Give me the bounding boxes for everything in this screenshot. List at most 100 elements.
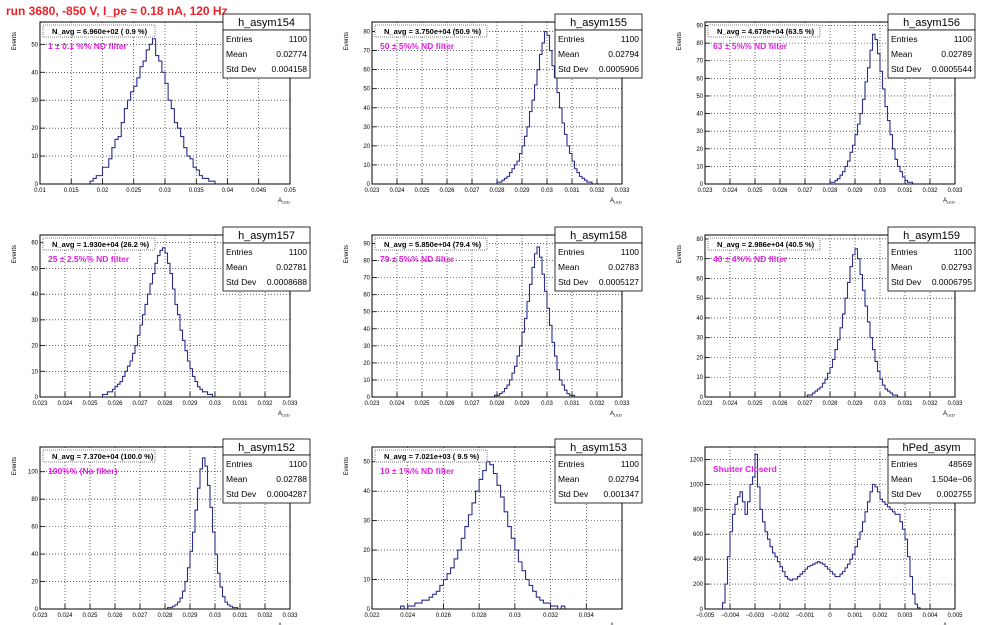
x-tick-label: 0.03 — [209, 401, 221, 407]
stats-label: Mean — [558, 49, 580, 59]
filter-annotation: 50 ± 5%% ND filter — [380, 41, 455, 51]
filter-annotation: 25 ± 2.5%% ND filter — [48, 254, 130, 264]
x-tick-label: 0.027 — [464, 188, 480, 194]
stats-value: 0.001347 — [604, 489, 640, 499]
x-tick-label: 0.03 — [541, 188, 553, 194]
stats-label: Entries — [226, 459, 252, 469]
y-tick-label: 90 — [696, 24, 703, 30]
plot-frame — [704, 234, 956, 398]
x-tick-label: 0.034 — [579, 613, 595, 619]
x-tick-label: 0.024 — [722, 188, 738, 194]
x-tick-label: 0.004 — [922, 613, 938, 619]
y-tick-label: 0 — [35, 395, 39, 401]
y-tick-label: 50 — [31, 266, 38, 272]
navg-label: N_avg = 7.370e+04 (100.0 %) — [52, 452, 154, 461]
stats-label: Mean — [558, 474, 580, 484]
stats-label: Std Dev — [558, 64, 589, 74]
x-tick-label: −0.001 — [796, 613, 815, 619]
y-tick-label: 0 — [367, 395, 371, 401]
y-tick-label: 70 — [363, 49, 370, 55]
x-axis-label: ALED — [943, 411, 955, 418]
stats-label: Entries — [226, 247, 252, 257]
histogram-panel-hPed_asym: −0.005 −0.004 −0.003 −0.002 −0.001 0 0.001 0.00… — [690, 438, 976, 625]
x-tick-label: 0.032 — [257, 613, 273, 619]
x-tick-label: 0.033 — [947, 188, 963, 194]
y-tick-label: 70 — [696, 257, 703, 263]
navg-box — [42, 24, 156, 38]
x-tick-label: 0.024 — [57, 401, 73, 407]
x-tick-label: 0.025 — [82, 613, 98, 619]
x-tick-label: 0.03 — [541, 401, 553, 407]
x-tick-label: 0 — [828, 613, 832, 619]
stats-box — [554, 454, 643, 504]
x-tick-label: 0.03 — [509, 613, 521, 619]
y-axis-label: Events — [677, 245, 683, 263]
x-tick-label: 0.033 — [614, 401, 630, 407]
y-tick-label: 40 — [363, 489, 370, 495]
plot-frame — [39, 234, 291, 398]
stats-value: 0.002755 — [937, 489, 973, 499]
y-tick-label: 400 — [693, 557, 704, 563]
histogram-title: h_asym159 — [903, 230, 960, 242]
y-tick-label: 0 — [367, 607, 371, 613]
x-tick-label: 0.024 — [389, 401, 405, 407]
y-tick-label: 30 — [31, 318, 38, 324]
y-tick-label: 20 — [363, 361, 370, 367]
plot-frame — [39, 446, 291, 610]
stats-value: 0.0004287 — [267, 489, 307, 499]
x-tick-label: 0.029 — [182, 401, 198, 407]
stats-value: 0.004158 — [272, 64, 308, 74]
navg-box — [374, 237, 488, 251]
x-tick-label: 0.005 — [947, 613, 963, 619]
histogram-title: h_asym156 — [903, 17, 960, 29]
x-tick-label: 0.028 — [489, 188, 505, 194]
histogram-panel-h_asym152: 0.023 0.024 0.025 0.026 0.027 0.028 0.029 0.03 0… — [12, 438, 311, 625]
x-tick-label: 0.025 — [747, 401, 763, 407]
y-tick-label: 50 — [31, 42, 38, 48]
x-tick-label: 0.028 — [157, 401, 173, 407]
y-tick-label: 10 — [363, 378, 370, 384]
y-tick-label: 30 — [31, 98, 38, 104]
x-tick-label: 0.025 — [747, 188, 763, 194]
x-tick-label: 0.024 — [400, 613, 416, 619]
stats-label: Entries — [558, 34, 584, 44]
y-axis-label: Events — [344, 457, 350, 475]
x-tick-label: 0.001 — [847, 613, 863, 619]
navg-label: N_avg = 5.850e+04 (79.4 %) — [384, 240, 482, 249]
stats-value: 1100 — [621, 459, 640, 469]
y-tick-label: 50 — [363, 310, 370, 316]
filter-annotation: 10 ± 1%% ND filter — [380, 466, 455, 476]
x-tick-label: 0.025 — [414, 401, 430, 407]
stats-value: 0.0005544 — [932, 64, 972, 74]
navg-box — [42, 449, 156, 463]
stats-label: Entries — [891, 247, 917, 257]
histogram-bars — [372, 461, 622, 610]
y-tick-label: 0 — [35, 607, 39, 613]
histogram-title: h_asym155 — [570, 17, 627, 29]
stats-value: 0.02794 — [608, 49, 639, 59]
navg-box — [374, 449, 488, 463]
x-tick-label: 0.02 — [97, 188, 109, 194]
x-tick-label: 0.027 — [464, 401, 480, 407]
x-tick-label: 0.028 — [822, 188, 838, 194]
y-tick-label: 30 — [363, 519, 370, 525]
histogram-panel-h_asym154: 0.01 0.015 0.02 0.025 0.03 0.035 0.04 0.045 0.05… — [12, 13, 311, 205]
x-tick-label: 0.032 — [257, 401, 273, 407]
y-tick-label: 60 — [696, 276, 703, 282]
x-tick-label: 0.028 — [489, 401, 505, 407]
stats-label: Entries — [891, 459, 917, 469]
x-tick-label: 0.025 — [414, 188, 430, 194]
stats-value: 1100 — [289, 247, 308, 257]
navg-box — [374, 24, 488, 38]
stats-label: Mean — [558, 262, 580, 272]
stats-value: 0.02781 — [276, 262, 307, 272]
y-tick-label: 70 — [363, 276, 370, 282]
stats-label: Std Dev — [891, 277, 922, 287]
y-axis-label: Events — [677, 32, 683, 50]
plot-frame — [371, 446, 623, 610]
stats-box — [222, 454, 311, 504]
x-tick-label: 0.028 — [472, 613, 488, 619]
y-tick-label: 20 — [363, 548, 370, 554]
y-tick-label: 50 — [696, 94, 703, 100]
stats-box — [554, 29, 643, 79]
